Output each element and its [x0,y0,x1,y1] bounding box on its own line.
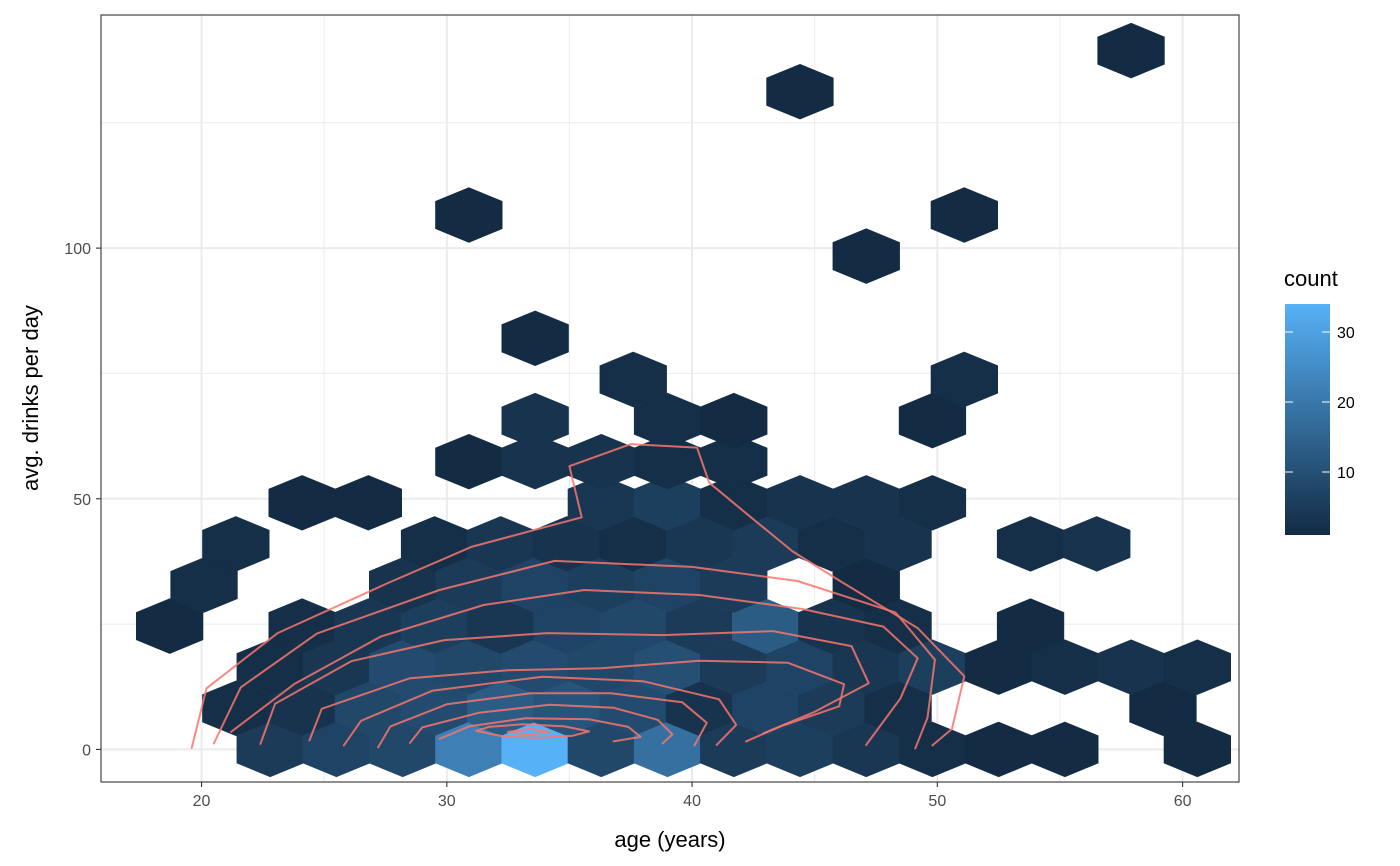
hexbin-cell [864,598,932,654]
hexbin-cell [1163,639,1231,695]
density-contour-line [438,717,642,743]
hexbin-cell [1097,22,1165,79]
legend-title: count [1284,266,1338,291]
legend-ticks: 10 20 30 [1285,325,1355,482]
y-tick-label: 100 [64,241,91,258]
x-tick-label: 50 [928,793,946,810]
legend-tick-label: 20 [1337,395,1355,412]
x-tick-label: 60 [1174,793,1192,810]
hexbin-cell [930,351,999,408]
density-contour-line [409,703,674,745]
hexbin-cell [700,392,768,449]
minor-gridlines [101,15,1239,782]
legend-tick-label: 30 [1337,325,1355,342]
density-contour-line [259,630,870,745]
density-contour-line [507,727,551,736]
x-tick-label: 20 [193,793,211,810]
density-contour-line [230,589,919,746]
hexbin-cell [930,187,999,243]
hexbin-cell [700,557,768,613]
density-contour-line [342,675,738,747]
hexbin-cell [1163,721,1231,778]
density-contour-line [377,692,708,749]
hexbin-cell [136,598,204,654]
density-contour-layer [190,443,966,750]
hexbin-cell [898,392,967,449]
hexbin-cell [1063,516,1131,572]
hexbin-cell [599,351,667,408]
hexbin-cell [898,475,967,531]
hexbin-cell [170,557,238,613]
hexbin-cell [1031,721,1099,778]
x-tick-label: 30 [438,793,456,810]
hexbin-layer [136,22,1231,778]
hexbin-cell [832,228,900,284]
y-tick-label: 50 [73,492,91,509]
hexbin-cell [334,475,403,531]
hexbin-cell [501,392,569,449]
hexbin-cell [996,598,1065,654]
color-legend: count 10 20 30 [1284,266,1355,535]
hexbin-cell [700,433,768,490]
density-contour-line [190,443,966,749]
y-tick-label: 0 [82,742,91,759]
x-axis-ticks: 20 30 40 50 60 [193,782,1192,810]
hexbin-cell [435,187,503,243]
y-axis-ticks: 0 50 100 [64,241,101,759]
y-axis-title: avg. drinks per day [18,305,43,491]
density-contour-line [212,559,936,750]
legend-tick-label: 10 [1337,465,1355,482]
density-contour-line [308,659,846,743]
hexbin-cell [202,516,270,572]
x-axis-title: age (years) [614,827,725,852]
hexbin-cell [1129,680,1197,737]
hexbin-cell [766,63,834,120]
hexbin-cell [864,516,932,572]
panel-border [100,14,1240,783]
legend-color-bar [1285,304,1330,535]
x-tick-label: 40 [683,793,701,810]
density-contour-line [475,723,591,739]
hexbin-cell [501,310,569,367]
